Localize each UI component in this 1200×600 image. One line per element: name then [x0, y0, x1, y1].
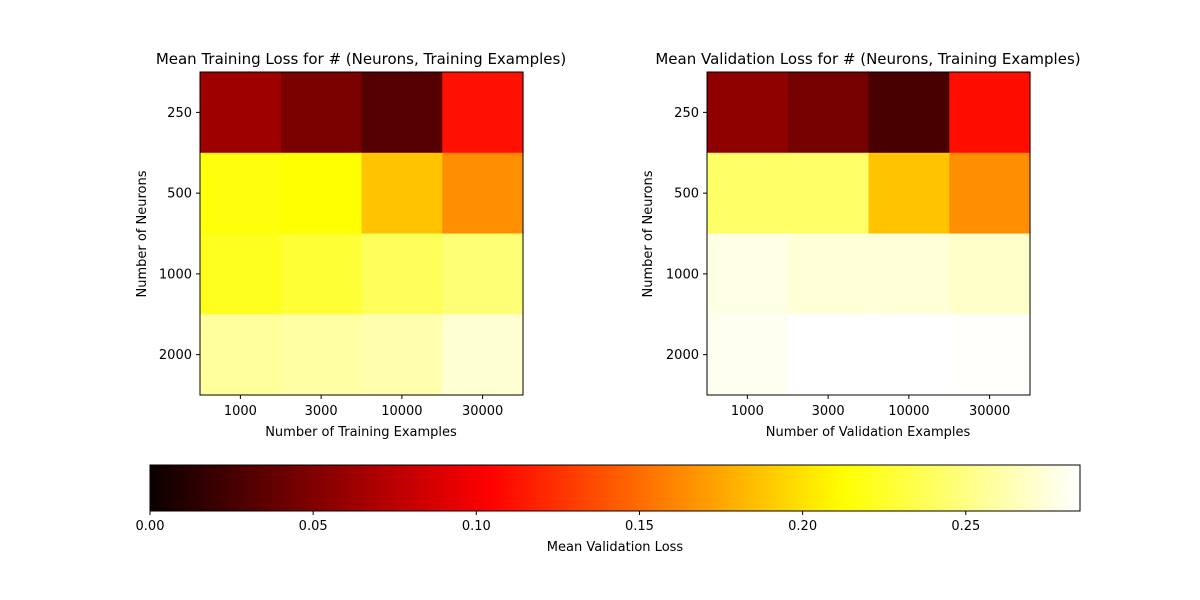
colorbar-tick-label: 0.00	[136, 519, 165, 534]
heatmap-cell	[361, 72, 443, 154]
y-tick-label: 500	[674, 187, 699, 202]
x-tick-label: 3000	[305, 404, 338, 419]
validation-heatmap-x-ticks: 1000 3000 10000 30000	[731, 395, 1010, 419]
heatmap-cell	[787, 233, 870, 315]
heatmap-cell	[787, 152, 870, 235]
x-tick-label: 1000	[224, 404, 257, 419]
colorbar-gradient	[150, 465, 1080, 511]
training-heatmap-y-ticks: 250 500 1000 2000	[159, 106, 200, 363]
validation-heatmap-ylabel: Number of Neurons	[641, 170, 656, 297]
heatmap-cell	[868, 314, 950, 396]
x-tick-label: 10000	[381, 404, 422, 419]
validation-heatmap-y-ticks: 250 500 1000 2000	[666, 106, 707, 363]
heatmap-cell	[442, 72, 524, 154]
training-heatmap-frame	[199, 71, 524, 396]
heatmap-cell	[442, 152, 524, 235]
x-tick-label: 30000	[969, 404, 1010, 419]
heatmap-cell	[200, 314, 282, 396]
validation-heatmap-xlabel: Number of Validation Examples	[766, 425, 971, 440]
training-heatmap-title: Mean Training Loss for # (Neurons, Train…	[156, 50, 566, 68]
y-tick-label: 1000	[666, 267, 699, 282]
colorbar-tick-label: 0.10	[462, 519, 491, 534]
x-tick-label: 1000	[731, 404, 764, 419]
heatmap-cell	[949, 314, 1031, 396]
colorbar-frame	[149, 464, 1081, 512]
heatmap-cell	[361, 233, 443, 315]
heatmap-cell	[442, 314, 524, 396]
heatmap-cell	[361, 152, 443, 235]
training-heatmap-ylabel: Number of Neurons	[135, 170, 150, 297]
heatmap-cell	[949, 72, 1031, 154]
training-heatmap-cells	[200, 72, 524, 396]
heatmap-cell	[868, 72, 950, 154]
heatmap-cell	[949, 152, 1031, 235]
heatmap-cell	[442, 233, 524, 315]
heatmap-cell	[868, 152, 950, 235]
colorbar: 0.00 0.05 0.10 0.15 0.20 0.25 Mean Validation…	[136, 464, 1081, 555]
heatmap-cell	[707, 152, 789, 235]
colorbar-tick-label: 0.15	[625, 519, 654, 534]
heatmap-cell	[707, 314, 789, 396]
colorbar-ticks: 0.00 0.05 0.10 0.15 0.20 0.25	[136, 511, 980, 534]
y-tick-label: 250	[674, 106, 699, 121]
training-heatmap-x-ticks: 1000 3000 10000 30000	[224, 395, 503, 419]
y-tick-label: 250	[167, 106, 192, 121]
colorbar-label: Mean Validation Loss	[547, 540, 684, 555]
y-tick-label: 1000	[159, 267, 192, 282]
y-tick-label: 2000	[159, 348, 192, 363]
training-heatmap-xlabel: Number of Training Examples	[265, 425, 457, 440]
y-tick-label: 2000	[666, 348, 699, 363]
heatmap-cell	[280, 314, 363, 396]
x-tick-label: 10000	[888, 404, 929, 419]
x-tick-label: 30000	[462, 404, 503, 419]
heatmap-cell	[361, 314, 443, 396]
colorbar-tick-label: 0.05	[299, 519, 328, 534]
heatmap-cell	[787, 72, 870, 154]
heatmap-cell	[868, 233, 950, 315]
heatmap-cell	[280, 72, 363, 154]
validation-heatmap-frame	[706, 71, 1031, 396]
heatmap-cell	[280, 152, 363, 235]
heatmap-cell	[707, 72, 789, 154]
training-loss-heatmap: Mean Training Loss for # (Neurons, Train…	[135, 50, 566, 440]
heatmap-cell	[280, 233, 363, 315]
heatmap-cell	[787, 314, 870, 396]
x-tick-label: 3000	[812, 404, 845, 419]
validation-loss-heatmap: Mean Validation Loss for # (Neurons, Tra…	[641, 50, 1081, 440]
heatmap-cell	[949, 233, 1031, 315]
validation-heatmap-title: Mean Validation Loss for # (Neurons, Tra…	[655, 50, 1080, 68]
colorbar-tick-label: 0.20	[788, 519, 817, 534]
heatmap-cell	[200, 152, 282, 235]
heatmap-cell	[200, 233, 282, 315]
validation-heatmap-cells	[707, 72, 1031, 396]
heatmap-cell	[200, 72, 282, 154]
y-tick-label: 500	[167, 187, 192, 202]
colorbar-tick-label: 0.25	[951, 519, 980, 534]
heatmap-cell	[707, 233, 789, 315]
